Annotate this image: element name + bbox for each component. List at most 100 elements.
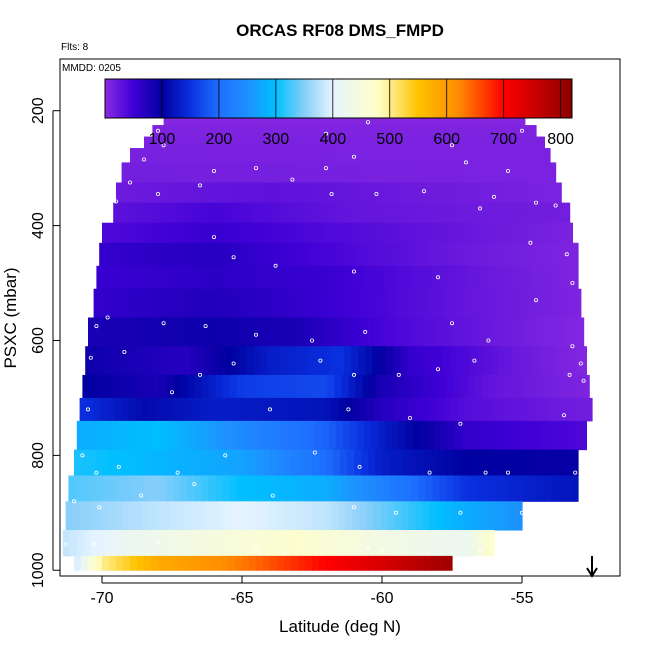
heatmap-cell	[200, 449, 208, 476]
sample-marker	[486, 338, 491, 343]
heatmap-cell	[431, 449, 439, 476]
heatmap-cell	[279, 530, 288, 557]
heatmap-cell	[110, 265, 118, 290]
heatmap-cell	[382, 148, 390, 163]
heatmap-cell	[410, 148, 418, 163]
heatmap-cell	[494, 222, 502, 244]
heatmap-cell	[334, 374, 342, 399]
heatmap-cell	[338, 162, 347, 184]
heatmap-cell	[124, 374, 132, 399]
heatmap-cell	[554, 346, 562, 376]
arrow-down-icon	[586, 556, 598, 578]
heatmap-cell	[565, 374, 573, 399]
heatmap-cell	[312, 136, 320, 149]
heatmap-cell	[96, 265, 104, 290]
heatmap-cell	[209, 420, 218, 451]
heatmap-cell	[158, 148, 166, 163]
heatmap-cell	[341, 374, 349, 399]
colorbar-swatch	[351, 79, 354, 118]
heatmap-cell	[142, 162, 151, 184]
heatmap-cell	[326, 317, 334, 347]
chart-title: ORCAS RF08 DMS_FMPD	[236, 21, 444, 40]
heatmap-cell	[265, 530, 274, 557]
colorbar-swatch	[407, 79, 411, 118]
heatmap-cell	[551, 374, 559, 399]
heatmap-cell	[403, 182, 411, 204]
heatmap-cell	[452, 136, 460, 149]
colorbar-swatch	[569, 79, 573, 118]
heatmap-cell	[475, 530, 484, 557]
heatmap-cell	[285, 125, 293, 138]
heatmap-cell	[243, 265, 251, 290]
heatmap-cell	[361, 449, 369, 476]
heatmap-cell	[145, 475, 153, 502]
heatmap-cell	[426, 530, 435, 557]
sample-marker	[86, 407, 91, 412]
heatmap-cell	[419, 420, 428, 451]
heatmap-cell	[417, 136, 425, 149]
heatmap-cell	[468, 420, 477, 451]
heatmap-cell	[501, 182, 509, 204]
heatmap-cell	[550, 449, 558, 476]
heatmap-cell	[491, 346, 499, 376]
heatmap-cell	[569, 288, 578, 318]
heatmap-cell	[242, 317, 250, 347]
sample-marker	[477, 548, 482, 553]
colorbar-swatch	[510, 79, 514, 118]
heatmap-cell	[174, 420, 183, 451]
heatmap-cell	[221, 136, 229, 149]
heatmap-cell	[120, 346, 128, 376]
heatmap-cell	[261, 288, 270, 318]
sample-marker	[427, 470, 432, 475]
heatmap-cell	[277, 555, 285, 571]
heatmap-cell	[313, 475, 321, 502]
heatmap-cell	[215, 125, 223, 138]
colorbar-swatch	[321, 79, 325, 118]
heatmap-cell	[414, 202, 422, 224]
heatmap-cell	[565, 265, 573, 290]
heatmap-cell	[529, 449, 537, 476]
heatmap-cell	[544, 475, 552, 502]
heatmap-cell	[124, 475, 132, 502]
heatmap-cell	[235, 317, 243, 347]
heatmap-cell	[155, 242, 163, 267]
heatmap-cell	[548, 288, 557, 318]
heatmap-cell	[508, 317, 516, 347]
heatmap-cell	[375, 182, 383, 204]
heatmap-cell	[431, 555, 439, 571]
heatmap-cell	[145, 374, 153, 399]
heatmap-cell	[200, 182, 208, 204]
heatmap-cell	[155, 202, 163, 224]
colorbar-swatch	[560, 79, 564, 118]
heatmap-cell	[377, 420, 386, 451]
heatmap-cell	[543, 136, 545, 149]
colorbar-swatch	[355, 79, 359, 118]
heatmap-cell	[149, 501, 158, 531]
heatmap-cell	[221, 182, 229, 204]
colorbar-swatch	[200, 79, 204, 118]
colorbar-swatch	[255, 79, 259, 118]
heatmap-cell	[540, 346, 548, 376]
heatmap-cell	[450, 288, 459, 318]
heatmap-cell	[331, 501, 340, 531]
heatmap-cell	[522, 182, 530, 204]
heatmap-cell	[536, 136, 544, 149]
colorbar-swatch	[105, 79, 108, 118]
colorbar-swatch	[273, 79, 277, 118]
heatmap-cell	[410, 222, 418, 244]
heatmap-cell	[492, 397, 501, 422]
heatmap-cell	[436, 288, 445, 318]
heatmap-cell	[487, 317, 495, 347]
heatmap-cell	[362, 265, 370, 290]
heatmap-cell	[187, 475, 195, 502]
colorbar-swatch	[426, 79, 429, 118]
heatmap-cell	[481, 265, 489, 290]
heatmap-cell	[263, 182, 271, 204]
heatmap-cell	[366, 288, 375, 318]
heatmap-cell	[338, 288, 347, 318]
heatmap-cell	[116, 182, 124, 204]
heatmap-cell	[291, 555, 299, 571]
heatmap-cell	[358, 202, 366, 224]
heatmap-cell	[505, 202, 513, 224]
heatmap-cell	[162, 346, 170, 376]
